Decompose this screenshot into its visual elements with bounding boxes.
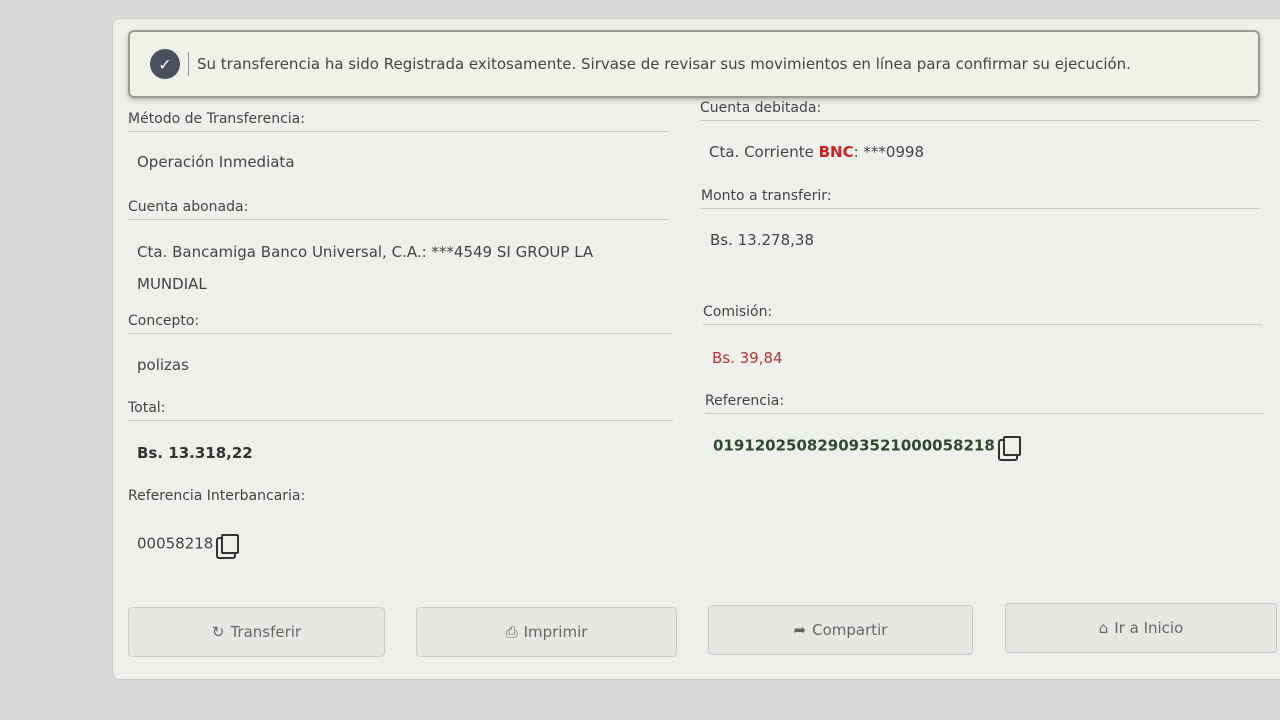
print-icon: ⎙ [505,623,518,641]
reference-row: 019120250829093521000058218 [713,436,1021,456]
copy-icon[interactable] [221,534,240,554]
alert-message: Su transferencia ha sido Registrada exit… [197,55,1131,73]
concept-label: Concepto: [128,313,673,334]
commission-label: Comisión: [703,304,1263,325]
share-button[interactable]: ➦ Compartir [708,605,973,655]
print-button[interactable]: ⎙ Imprimir [416,607,677,657]
credited-account-value: Cta. Bancamiga Banco Universal, C.A.: **… [137,243,594,293]
home-label: Ir a Inicio [1114,619,1184,637]
debited-account-value: Cta. Corriente BNC: ***0998 [709,143,924,161]
interbank-ref-label: Referencia Interbancaria: [128,488,306,504]
home-button[interactable]: ⌂ Ir a Inicio [1005,603,1277,653]
home-icon: ⌂ [1098,619,1109,637]
reference-value: 019120250829093521000058218 [713,436,995,455]
account-number: : ***0998 [853,143,925,161]
receipt-card [112,18,1280,680]
transfer-label: Transferir [230,623,302,641]
commission-value: Bs. 39,84 [712,349,783,367]
copy-icon[interactable] [1002,436,1021,456]
transfer-button[interactable]: ↻ Transferir [128,607,385,657]
reference-label: Referencia: [705,393,1265,414]
amount-value: Bs. 13.278,38 [710,231,814,249]
total-label: Total: [128,400,673,421]
concept-value: polizas [137,356,189,374]
divider [188,52,189,76]
credited-account-label: Cuenta abonada: [128,199,668,220]
share-label: Compartir [812,621,888,639]
account-type: Cta. Corriente [709,143,819,161]
debited-account-label: Cuenta debitada: [700,100,1260,121]
method-label: Método de Transferencia: [128,111,668,132]
total-value: Bs. 13.318,22 [137,444,253,462]
interbank-ref-value: 00058218 [137,534,214,553]
refresh-icon: ↻ [211,623,225,641]
amount-label: Monto a transferir: [701,188,1259,209]
method-value: Operación Inmediata [137,153,295,171]
print-label: Imprimir [523,623,588,641]
interbank-ref-row: 00058218 [137,534,240,554]
success-alert: ✓ Su transferencia ha sido Registrada ex… [128,30,1260,98]
check-circle-icon: ✓ [150,49,180,79]
share-icon: ➦ [793,621,807,639]
bank-name: BNC [818,143,854,161]
